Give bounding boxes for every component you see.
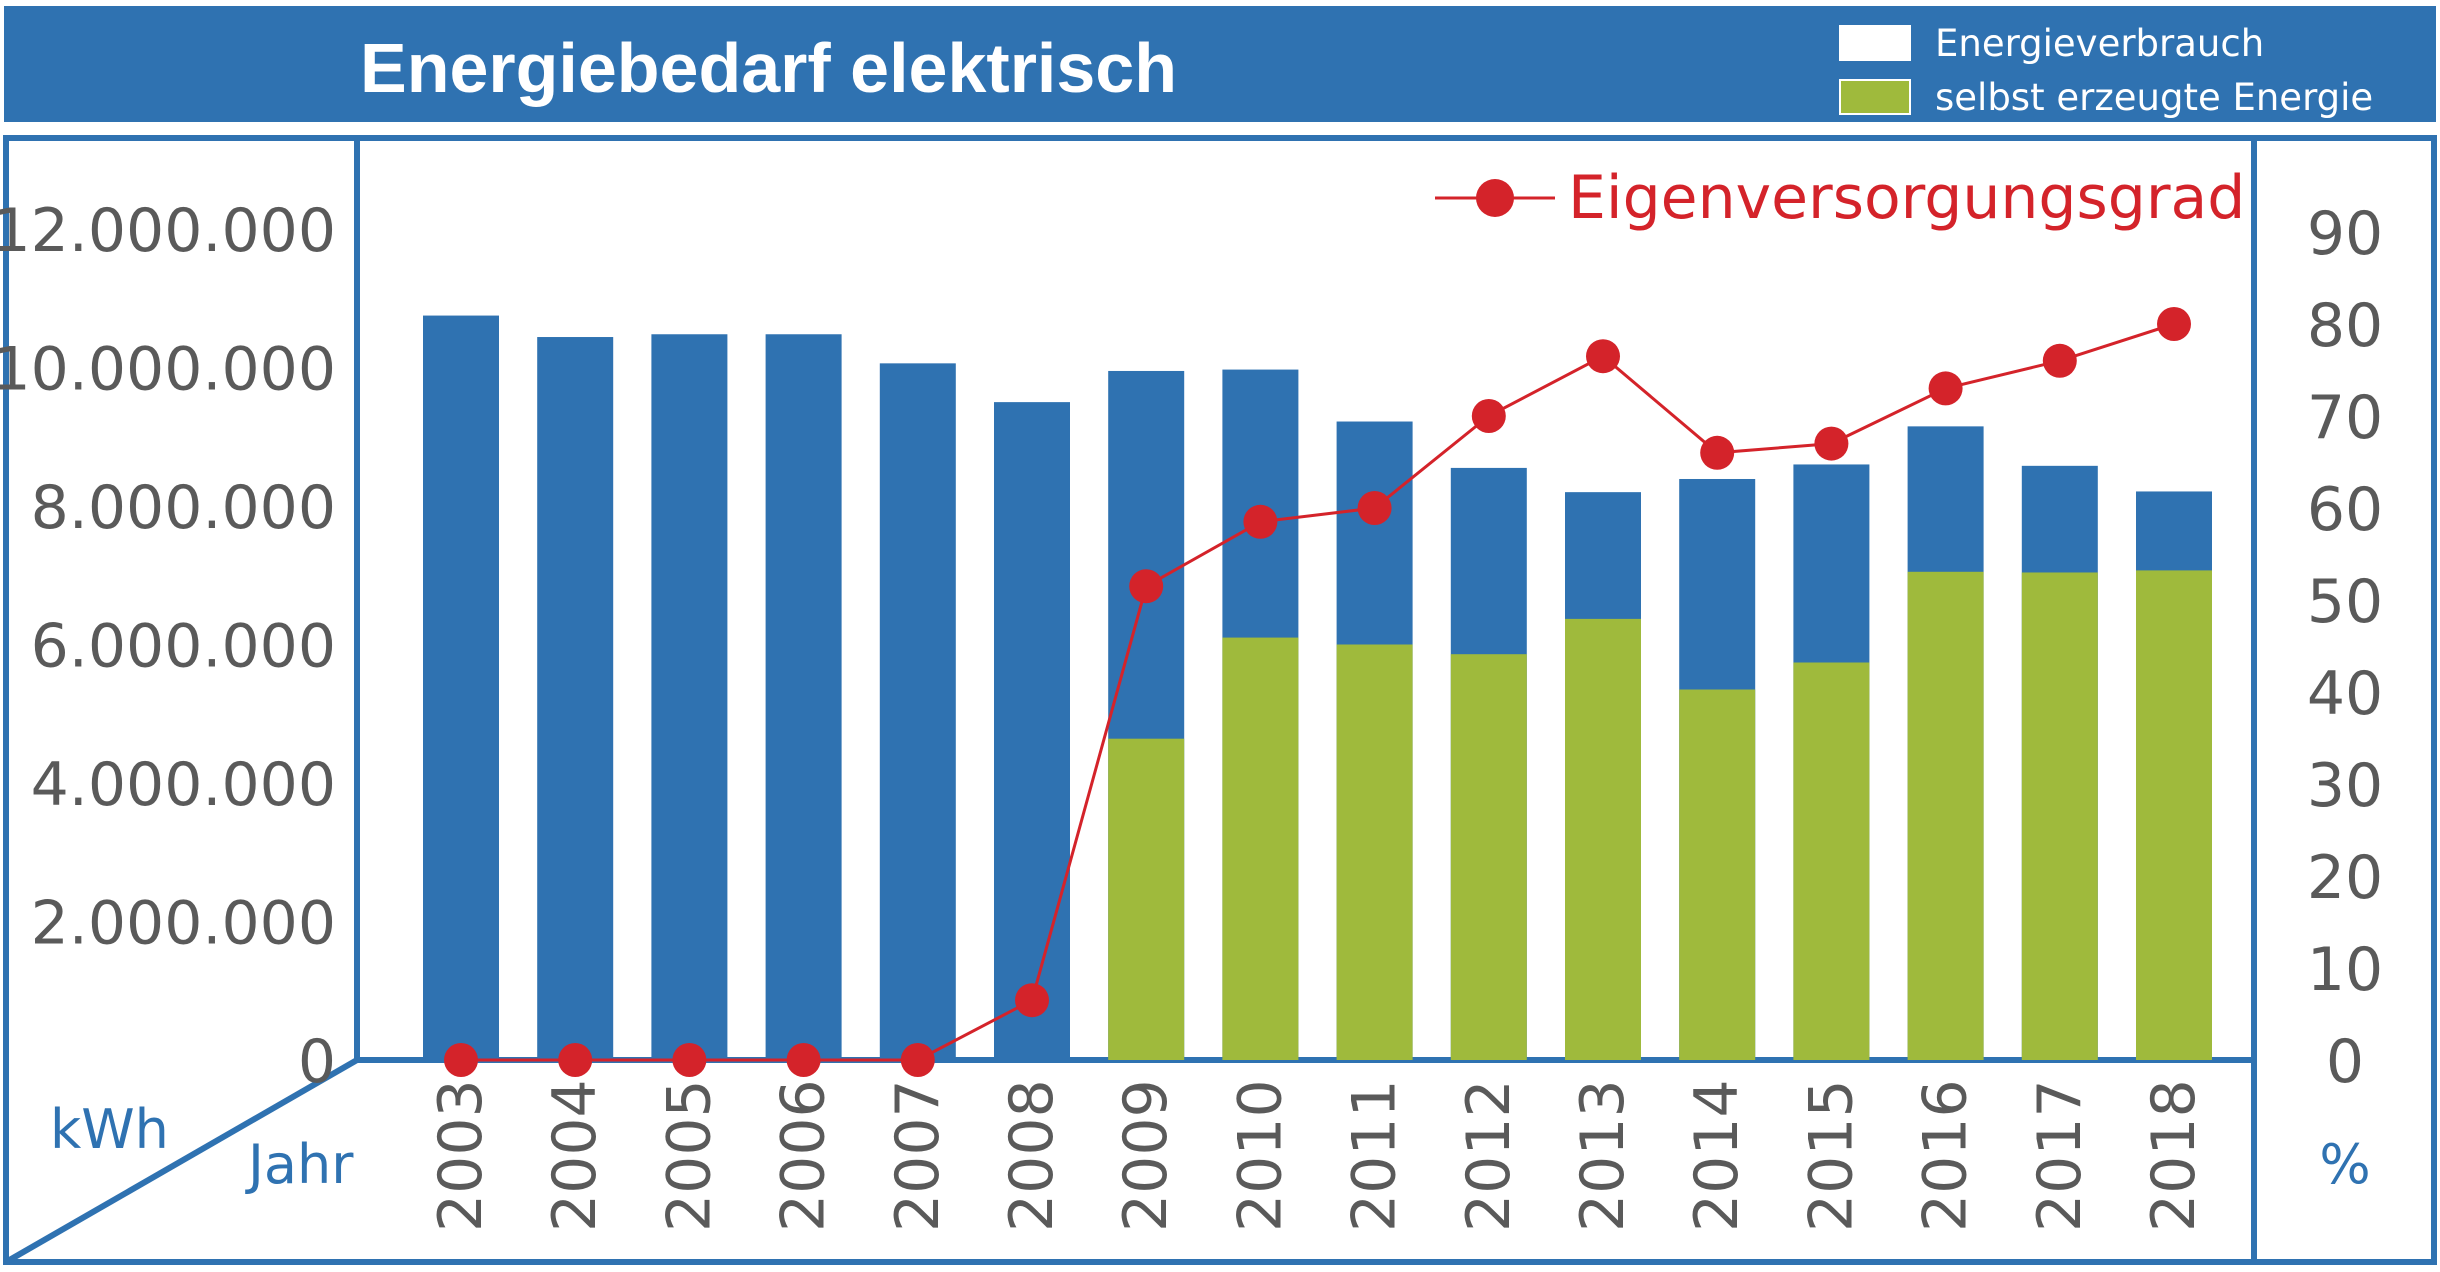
legend-line-marker xyxy=(1476,179,1514,217)
eigenversorgungsgrad-point xyxy=(1814,426,1849,461)
x-axis-tick-label: 2007 xyxy=(883,1079,953,1232)
right-axis-tick-label: 80 xyxy=(2307,291,2383,361)
right-axis-tick-label: 20 xyxy=(2307,843,2383,913)
bar-selbst-erzeugte-energie xyxy=(2021,572,2098,1060)
eigenversorgungsgrad-point xyxy=(1357,491,1392,525)
eigenversorgungsgrad-point xyxy=(444,1043,478,1077)
eigenversorgungsgrad-point xyxy=(1129,569,1164,604)
eigenversorgungsgrad-point xyxy=(1700,435,1735,470)
bar-selbst-erzeugte-energie xyxy=(1907,571,1984,1060)
eigenversorgungsgrad-point xyxy=(1015,983,1049,1018)
bar-selbst-erzeugte-energie xyxy=(1679,689,1756,1060)
left-axis-unit-label: kWh xyxy=(50,1098,169,1161)
chart-title: Energiebedarf elektrisch xyxy=(360,29,1177,107)
legend-swatch-selbst-erzeugte-energie xyxy=(1839,79,1911,115)
right-axis-tick-label: 30 xyxy=(2307,751,2383,821)
bar-selbst-erzeugte-energie xyxy=(1793,662,1870,1060)
eigenversorgungsgrad-point xyxy=(1928,371,1963,406)
x-axis-tick-label: 2016 xyxy=(1911,1079,1981,1232)
x-axis-tick-label: 2009 xyxy=(1111,1079,1181,1232)
x-axis-tick-label: 2013 xyxy=(1568,1079,1638,1232)
x-axis-tick-label: 2018 xyxy=(2139,1079,2209,1232)
left-axis-tick-label: 2.000.000 xyxy=(31,889,336,959)
right-axis-tick-label: 70 xyxy=(2307,383,2383,453)
x-axis-tick-label: 2004 xyxy=(540,1079,610,1232)
left-axis-tick-label: 4.000.000 xyxy=(31,750,336,820)
right-axis-tick-label: 40 xyxy=(2307,659,2383,729)
bar-selbst-erzeugte-energie xyxy=(1108,738,1185,1060)
left-axis-tick-label: 12.000.000 xyxy=(0,196,336,266)
bar-selbst-erzeugte-energie xyxy=(2136,570,2212,1060)
right-axis-tick-label: 50 xyxy=(2307,567,2383,637)
right-axis-unit-label: % xyxy=(2319,1133,2370,1196)
bar-energieverbrauch xyxy=(537,337,614,1060)
bar-energieverbrauch xyxy=(765,334,842,1060)
left-axis-tick-label: 8.000.000 xyxy=(31,473,336,543)
bar-energieverbrauch xyxy=(423,315,499,1060)
left-axis-tick-label: 10.000.000 xyxy=(0,335,336,405)
bar-selbst-erzeugte-energie xyxy=(1565,618,1641,1060)
bar-selbst-erzeugte-energie xyxy=(1222,637,1299,1060)
legend-swatch-energieverbrauch xyxy=(1839,25,1911,61)
x-axis-tick-label: 2005 xyxy=(654,1079,724,1232)
x-axis-tick-label: 2012 xyxy=(1454,1079,1524,1232)
bar-selbst-erzeugte-energie xyxy=(1450,654,1527,1060)
eigenversorgungsgrad-point xyxy=(2042,343,2077,378)
x-axis-tick-label: 2017 xyxy=(2025,1079,2095,1232)
eigenversorgungsgrad-point xyxy=(786,1043,821,1077)
x-axis-ticks: 2003 2004 2005 2006 2007 2008 2009 2010 2011 2012… xyxy=(426,1079,2209,1232)
bar-selbst-erzeugte-energie xyxy=(1336,644,1413,1060)
right-axis-tick-label: 0 xyxy=(2326,1027,2364,1097)
x-axis-tick-label: 2008 xyxy=(997,1079,1067,1232)
bar-energieverbrauch xyxy=(994,402,1070,1060)
header-band xyxy=(4,6,2436,122)
legend-label-eigenversorgungsgrad: Eigenversorgungsgrad xyxy=(1568,163,2245,233)
outer-frame xyxy=(3,135,2437,1265)
legend-label-selbst-erzeugte-energie: selbst erzeugte Energie xyxy=(1935,76,2373,119)
x-axis-tick-label: 2011 xyxy=(1340,1079,1410,1232)
x-axis-tick-label: 2006 xyxy=(769,1079,839,1232)
bar-energieverbrauch xyxy=(651,334,728,1060)
x-axis-label: Jahr xyxy=(245,1133,354,1196)
x-axis-tick-label: 2003 xyxy=(426,1079,496,1232)
right-axis-tick-label: 90 xyxy=(2307,199,2383,269)
right-axis-tick-label: 10 xyxy=(2307,935,2383,1005)
x-axis-tick-label: 2014 xyxy=(1682,1079,1752,1232)
x-axis-tick-label: 2010 xyxy=(1225,1079,1295,1232)
eigenversorgungsgrad-point xyxy=(1586,339,1620,374)
left-axis-ticks: 0 2.000.000 4.000.000 6.000.000 8.000.000 10.… xyxy=(0,196,336,1097)
eigenversorgungsgrad-line xyxy=(444,307,2191,1077)
eigenversorgungsgrad-point xyxy=(1471,399,1506,433)
corner-diagonal xyxy=(4,1057,359,1265)
eigenversorgungsgrad-point xyxy=(2157,307,2191,341)
eigenversorgungsgrad-point xyxy=(558,1043,593,1077)
right-axis-ticks: 0 10 20 30 40 50 60 70 80 90 xyxy=(2307,199,2383,1097)
left-axis-tick-label: 6.000.000 xyxy=(31,612,336,682)
eigenversorgungsgrad-point xyxy=(672,1043,707,1077)
eigenversorgungsgrad-point xyxy=(1243,504,1278,539)
legend-eigenversorgungsgrad: Eigenversorgungsgrad xyxy=(1435,163,2245,233)
x-axis-tick-label: 2015 xyxy=(1796,1079,1866,1232)
right-axis-tick-label: 60 xyxy=(2307,475,2383,545)
bar-energieverbrauch xyxy=(879,363,956,1061)
bars xyxy=(423,315,2212,1061)
left-axis-tick-label: 0 xyxy=(298,1027,336,1097)
legend-label-energieverbrauch: Energieverbrauch xyxy=(1935,22,2264,65)
eigenversorgungsgrad-polyline xyxy=(461,322,2175,1062)
eigenversorgungsgrad-point xyxy=(900,1043,935,1077)
